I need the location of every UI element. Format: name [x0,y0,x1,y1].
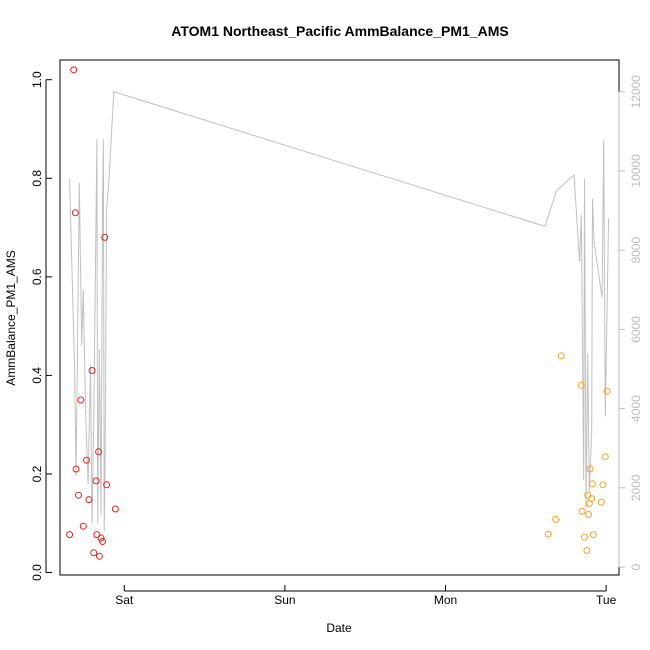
data-point [90,549,98,557]
right-y-tick-label: 12000 [629,75,643,109]
y-tick-label: 0.8 [30,170,44,187]
x-tick-label: Sun [274,593,295,607]
data-point [70,66,78,74]
right-y-tick-label: 2000 [629,474,643,501]
y-axis-label: AmmBalance_PM1_AMS [4,250,18,385]
y-tick-label: 1.0 [30,71,44,88]
data-point [83,456,90,464]
x-axis: Sat Sun Mon Tue [115,585,617,607]
data-point [95,552,103,560]
y-tick-label: 0.0 [30,564,44,581]
data-point [552,515,560,523]
data-point [603,387,611,395]
data-point [93,531,101,539]
data-point [557,352,565,360]
data-point [583,546,591,554]
data-point [599,481,607,489]
y-tick-label: 0.4 [30,367,44,384]
data-point [601,453,609,461]
data-points [66,66,611,560]
data-point [95,448,103,456]
y-tick-label: 0.6 [30,268,44,285]
data-point [578,507,586,515]
x-tick-label: Mon [434,593,457,607]
data-point [597,498,605,506]
right-y-tick-label: 6000 [629,316,643,343]
data-point [589,480,596,488]
data-point [97,534,105,542]
right-y-tick-label: 8000 [629,237,643,264]
right-y-axis: 0 2000 4000 6000 8000 10000 12000 [618,75,643,570]
y-tick-label: 0.2 [30,465,44,482]
data-point [75,491,82,499]
data-point [77,396,85,404]
data-point [589,531,597,539]
data-point [66,531,74,539]
data-point [79,522,87,530]
data-point [72,465,80,473]
data-point [85,496,93,504]
data-point [585,510,592,518]
data-point [588,495,596,503]
x-tick-label: Sat [115,593,134,607]
data-point [88,367,96,374]
data-point [92,477,100,485]
x-axis-label: Date [326,621,352,635]
data-point [581,533,588,541]
right-y-tick-label: 10000 [629,154,643,188]
data-point [586,465,594,473]
data-point [577,381,585,389]
data-point [101,233,109,241]
x-tick-label: Tue [596,593,617,607]
data-point [111,505,119,513]
data-point [584,491,592,499]
data-point [71,209,79,217]
data-point [103,481,111,489]
series-line-0 [69,91,610,532]
data-point [544,530,552,538]
chart-title: ATOM1 Northeast_Pacific AmmBalance_PM1_A… [171,23,508,39]
y-axis: 0.0 0.2 0.4 0.6 0.8 1.0 [30,71,52,581]
right-y-tick-label: 4000 [629,395,643,422]
right-y-tick-label: 0 [629,563,643,570]
data-point [99,538,107,545]
sample-flow-line [69,91,610,532]
